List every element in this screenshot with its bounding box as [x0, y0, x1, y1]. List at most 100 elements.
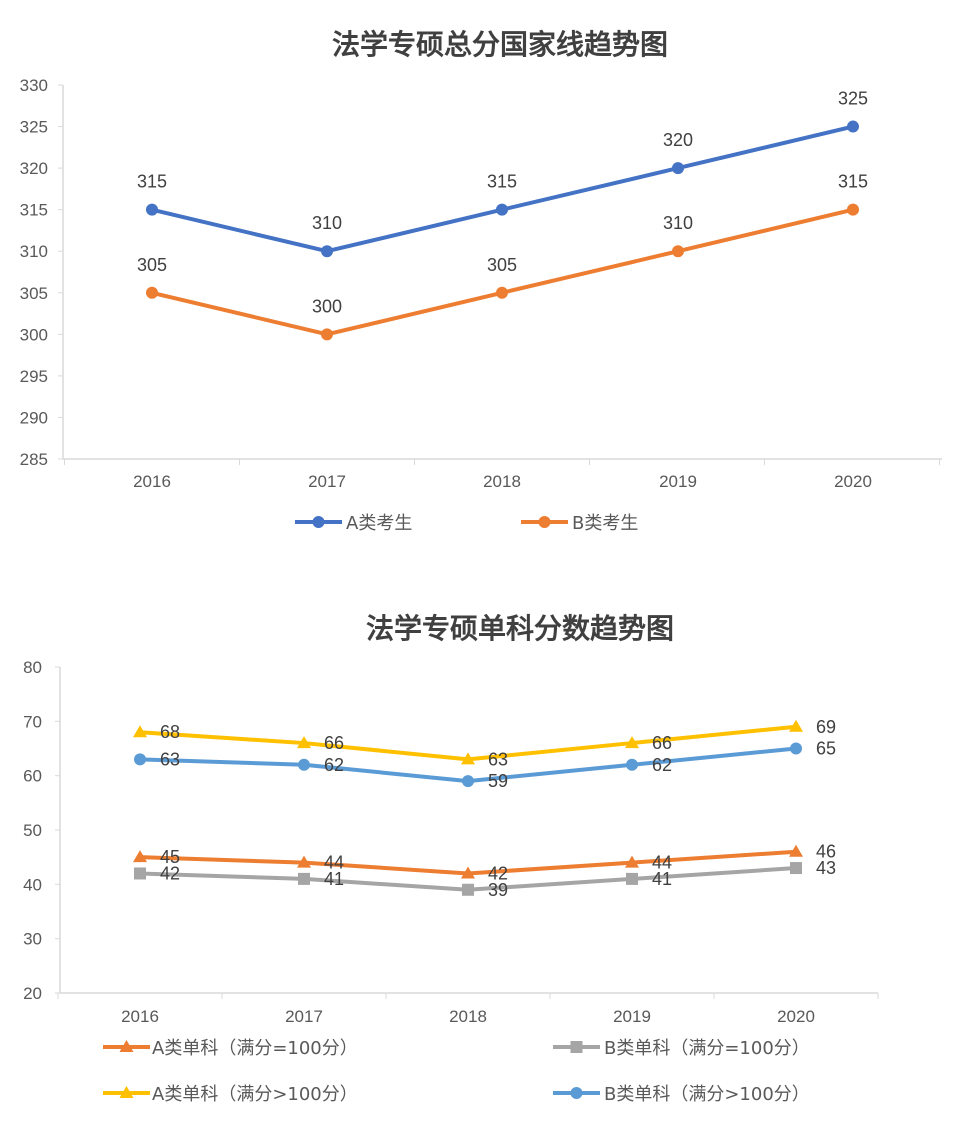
data-label: 63	[488, 749, 508, 769]
series-3: 68 66 63 66 69	[133, 717, 836, 769]
data-label: 63	[160, 749, 180, 769]
data-point	[461, 866, 475, 879]
legend-label: B类单科（满分=100分）	[604, 1038, 810, 1059]
legend-marker-icon	[119, 1086, 134, 1098]
data-point	[790, 862, 802, 875]
data-point	[672, 162, 684, 175]
chart-title: 法学专硕总分国家线趋势图	[332, 28, 668, 61]
data-point	[462, 883, 474, 896]
data-point	[672, 245, 684, 258]
data-label: 68	[160, 722, 180, 742]
legend-item: B类单科（满分>100分）	[553, 1084, 810, 1105]
y-tick-label: 305	[20, 284, 48, 303]
data-label: 45	[160, 847, 180, 867]
legend-marker-icon	[312, 516, 325, 528]
data-point	[847, 120, 859, 133]
legend-marker-icon	[570, 1087, 583, 1099]
data-label: 310	[663, 213, 693, 233]
data-label: 46	[816, 842, 836, 862]
legend-marker-icon	[538, 516, 551, 528]
y-tick-label: 325	[20, 118, 48, 137]
chart-2: 法学专硕单科分数趋势图 20 30 40 50 60 70 80 2016 2017 2018 201…	[23, 612, 879, 1105]
data-point	[462, 775, 474, 788]
data-point	[625, 736, 639, 749]
data-label: 310	[312, 213, 342, 233]
data-label: 41	[652, 869, 672, 889]
x-tick-label: 2020	[777, 1007, 815, 1026]
x-tick-label: 2016	[133, 472, 171, 491]
data-point	[461, 752, 475, 765]
x-tick-label: 2020	[834, 472, 872, 491]
data-label: 300	[312, 296, 342, 316]
data-label: 320	[663, 130, 693, 150]
data-point	[625, 855, 639, 868]
data-point	[298, 872, 310, 885]
legend-label: A类单科（满分>100分）	[152, 1084, 358, 1105]
data-label: 325	[838, 89, 868, 109]
data-point	[298, 758, 310, 771]
y-tick-label: 70	[23, 712, 42, 731]
chart-1: 法学专硕总分国家线趋势图2852902953003053103153203253…	[20, 28, 942, 534]
legend-label: A类单科（满分=100分）	[152, 1038, 358, 1059]
x-tick-label: 2016	[121, 1007, 159, 1026]
data-label: 39	[488, 880, 508, 900]
data-point	[847, 203, 859, 216]
data-point	[134, 753, 146, 766]
data-point	[133, 850, 147, 863]
data-point	[133, 725, 147, 738]
data-point	[134, 867, 146, 880]
series-2: 42 41 39 41 43	[134, 858, 836, 900]
data-label: 42	[160, 863, 180, 883]
y-tick-label: 285	[20, 450, 48, 469]
y-tick-label: 295	[20, 367, 48, 386]
data-label: 44	[652, 853, 672, 873]
data-label: 66	[652, 733, 672, 753]
legend-label: B类单科（满分>100分）	[604, 1084, 810, 1105]
data-label: 315	[487, 172, 517, 192]
data-label: 69	[816, 717, 836, 737]
data-point	[790, 742, 802, 755]
chart-title: 法学专硕单科分数趋势图	[366, 612, 674, 645]
x-tick-label: 2018	[483, 472, 521, 491]
legend-item: A类考生	[295, 513, 412, 534]
data-label: 305	[487, 255, 517, 275]
data-label: 62	[652, 755, 672, 775]
y-tick-label: 315	[20, 201, 48, 220]
legend-item: B类单科（满分=100分）	[553, 1038, 810, 1059]
data-label: 305	[137, 255, 167, 275]
series-1: 45 44 42 44 46	[133, 842, 836, 883]
data-point	[626, 872, 638, 885]
x-tick-label: 2019	[659, 472, 697, 491]
data-point	[146, 203, 158, 216]
data-label: 41	[324, 869, 344, 889]
data-label: 315	[838, 172, 868, 192]
data-point	[321, 328, 333, 341]
data-point	[496, 286, 508, 299]
series-1: 315 310 315 320 325	[137, 89, 868, 258]
y-tick-label: 300	[20, 325, 48, 344]
legend-label: A类考生	[346, 513, 412, 534]
x-tick-label: 2019	[613, 1007, 651, 1026]
data-point	[789, 719, 803, 732]
series-2: 305 300 305 310 315	[137, 172, 868, 341]
y-tick-label: 60	[23, 767, 42, 786]
data-label: 66	[324, 733, 344, 753]
legend-marker-icon	[119, 1040, 134, 1052]
data-label: 62	[324, 755, 344, 775]
legend-item: B类考生	[521, 513, 638, 534]
y-tick-label: 80	[23, 658, 42, 677]
y-tick-label: 290	[20, 408, 48, 427]
y-tick-label: 320	[20, 159, 48, 178]
data-label: 43	[816, 858, 836, 878]
y-tick-label: 330	[20, 76, 48, 95]
data-point	[496, 203, 508, 216]
data-label: 65	[816, 739, 836, 759]
y-tick-label: 30	[23, 930, 42, 949]
data-point	[146, 286, 158, 299]
legend-marker-icon	[570, 1041, 583, 1053]
data-label: 44	[324, 853, 344, 873]
y-tick-label: 310	[20, 242, 48, 261]
series-4: 63 62 59 62 65	[134, 739, 836, 791]
data-point	[626, 758, 638, 771]
